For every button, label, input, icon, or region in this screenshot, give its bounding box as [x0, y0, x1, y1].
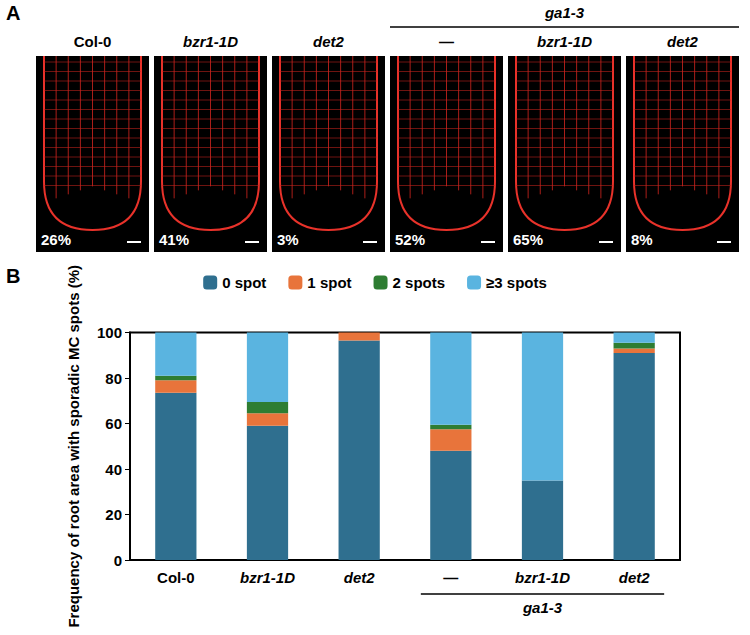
svg-text:1 spot: 1 spot — [307, 274, 351, 291]
svg-text:det2: det2 — [619, 569, 651, 586]
svg-text:20: 20 — [105, 506, 122, 523]
svg-text:52%: 52% — [395, 231, 425, 248]
svg-text:—: — — [443, 569, 458, 586]
svg-text:0 spot: 0 spot — [222, 274, 266, 291]
svg-text:Frequency of root area with sp: Frequency of root area with sporadic MC … — [65, 265, 82, 628]
svg-text:41%: 41% — [159, 231, 189, 248]
svg-text:bzr1-1D: bzr1-1D — [183, 33, 238, 50]
svg-text:bzr1-1D: bzr1-1D — [515, 569, 570, 586]
svg-text:Col-0: Col-0 — [157, 569, 195, 586]
svg-text:det2: det2 — [667, 33, 699, 50]
svg-text:A: A — [6, 2, 20, 24]
svg-text:65%: 65% — [513, 231, 543, 248]
svg-text:—: — — [439, 33, 454, 50]
svg-text:det2: det2 — [344, 569, 376, 586]
svg-text:ga1-3: ga1-3 — [522, 599, 563, 616]
svg-text:det2: det2 — [313, 33, 345, 50]
svg-text:8%: 8% — [631, 231, 653, 248]
svg-text:100: 100 — [97, 324, 122, 341]
svg-text:B: B — [6, 265, 20, 287]
svg-text:3%: 3% — [277, 231, 299, 248]
svg-text:2 spots: 2 spots — [393, 274, 446, 291]
svg-text:26%: 26% — [41, 231, 71, 248]
svg-text:40: 40 — [105, 461, 122, 478]
svg-text:ga1-3: ga1-3 — [544, 4, 585, 21]
svg-text:60: 60 — [105, 415, 122, 432]
svg-text:80: 80 — [105, 370, 122, 387]
svg-text:bzr1-1D: bzr1-1D — [537, 33, 592, 50]
svg-text:Col-0: Col-0 — [74, 33, 112, 50]
svg-text:0: 0 — [114, 552, 122, 569]
svg-text:≥3 spots: ≥3 spots — [486, 274, 547, 291]
svg-text:bzr1-1D: bzr1-1D — [240, 569, 295, 586]
